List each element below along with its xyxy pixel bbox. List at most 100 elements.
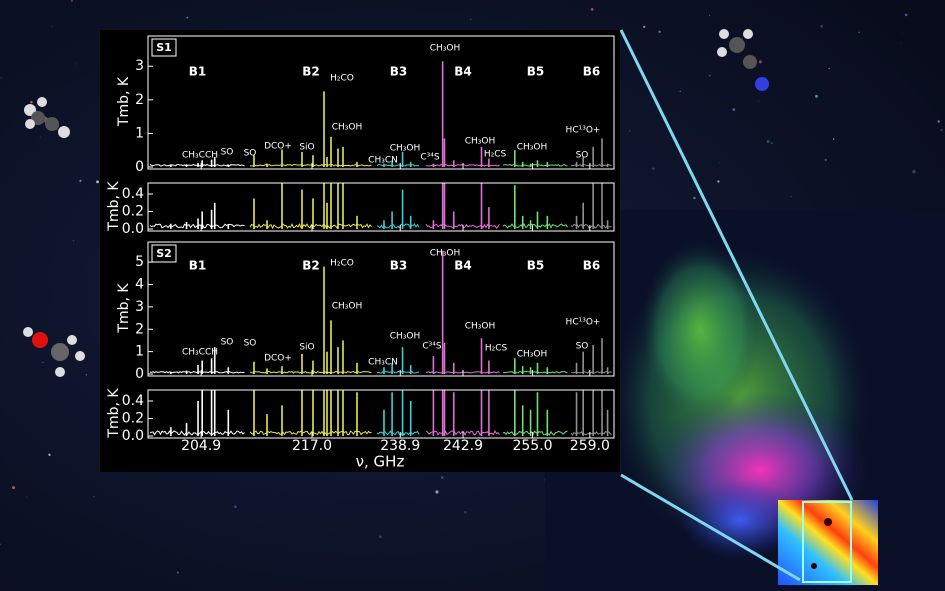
- y-tick-label: 0.0: [122, 428, 144, 444]
- noise: [249, 371, 372, 374]
- plot-frame: [147, 35, 615, 170]
- y-tick-label: 0.4: [122, 393, 144, 409]
- y-tick-label: 3: [135, 58, 144, 74]
- y-tick-label: 4: [135, 277, 144, 293]
- band-label: B5: [527, 259, 545, 273]
- line-annotation: SO: [244, 339, 257, 349]
- noise: [249, 430, 372, 436]
- plot-frame: [147, 241, 615, 377]
- line-annotation: CH₃CN: [368, 156, 398, 166]
- line-annotation: H₂CO: [330, 259, 354, 269]
- line-annotation: DCO+: [264, 142, 292, 152]
- line-annotation: CH₃OH: [390, 144, 421, 154]
- band-label: B3: [390, 65, 408, 79]
- noise: [425, 430, 500, 437]
- line-annotation: SO: [244, 149, 257, 159]
- x-tick-label: 217.0: [292, 438, 332, 454]
- y-tick-label: 0: [135, 366, 144, 382]
- y-axis-label: Tmb, K: [116, 283, 132, 334]
- y-tick-label: 0.2: [122, 411, 144, 427]
- line-annotation: H₂CS: [484, 150, 507, 160]
- noise: [502, 163, 568, 167]
- line-annotation: SiO: [299, 143, 314, 153]
- noise: [249, 223, 372, 230]
- noise: [249, 163, 372, 167]
- zoom-line: [620, 473, 801, 582]
- band-label: B4: [454, 65, 472, 79]
- line-annotation: CH₃OH: [465, 137, 496, 147]
- line-annotation: CH₃CN: [368, 358, 398, 368]
- line-annotation: H₂CS: [485, 344, 508, 354]
- line-annotation: SiO: [299, 343, 314, 353]
- y-tick-label: 0: [135, 159, 144, 175]
- line-annotation: SO: [576, 151, 589, 161]
- plot-frame: [147, 389, 615, 439]
- spectra-panel: [100, 30, 620, 472]
- band-label: B3: [390, 259, 408, 273]
- line-annotation: CH₃OH: [465, 322, 496, 332]
- panel-tag-box: [151, 38, 177, 57]
- x-tick-label: 238.9: [380, 438, 420, 454]
- noise: [502, 370, 568, 374]
- panel-tag: S1: [156, 41, 172, 54]
- noise: [570, 163, 612, 167]
- line-annotation: CH₃OH: [390, 332, 421, 342]
- zoom-line: [619, 29, 854, 501]
- y-tick-label: 3: [135, 299, 144, 315]
- band-label: B2: [302, 259, 320, 273]
- noise: [570, 430, 612, 436]
- y-tick-label: 2: [135, 92, 144, 108]
- panel-tag-box: [151, 244, 177, 263]
- y-tick-label: 1: [135, 125, 144, 141]
- x-tick-label: 242.9: [443, 438, 483, 454]
- x-axis-label: ν, GHz: [356, 453, 405, 471]
- noise: [570, 371, 612, 374]
- y-tick-label: 0.4: [122, 186, 144, 202]
- line-annotation: CH₃OH: [430, 44, 461, 54]
- line-annotation: CH₃OH: [332, 123, 363, 133]
- line-annotation: SO: [221, 338, 234, 348]
- y-tick-label: 0.0: [122, 221, 144, 237]
- molecule-icon: [24, 97, 70, 138]
- line-annotation: H₂CO: [330, 74, 354, 84]
- line-annotation: DCO+: [264, 354, 292, 364]
- x-tick-label: 255.0: [512, 438, 552, 454]
- plot-frame: [147, 182, 615, 232]
- line-annotation: CH₃CCH: [182, 151, 218, 161]
- plot-area: [149, 250, 612, 374]
- plot-area: [149, 61, 612, 167]
- x-tick-label: 259.0: [570, 438, 610, 454]
- line-annotation: SO: [221, 148, 234, 158]
- panel-tag: S2: [156, 247, 172, 260]
- y-axis-label: Tmb, K: [106, 181, 122, 232]
- band-label: B2: [302, 65, 320, 79]
- noise: [570, 223, 612, 229]
- molecule-icon: [23, 327, 85, 377]
- line-annotation: CH₃OH: [517, 350, 548, 360]
- band-label: B5: [527, 65, 545, 79]
- band-label: B1: [189, 259, 207, 273]
- x-tick-label: 204.9: [181, 438, 221, 454]
- band-label: B1: [189, 65, 207, 79]
- line-annotation: C³⁴S: [422, 342, 442, 352]
- line-annotation: HC¹³O+: [566, 126, 601, 136]
- line-annotation: CH₃OH: [332, 302, 363, 312]
- line-annotation: CH₃CCH: [182, 348, 218, 358]
- line-annotation: SO: [576, 342, 589, 352]
- line-annotation: HC¹³O+: [566, 318, 601, 328]
- line-annotation: C³⁴S: [420, 153, 440, 163]
- molecule-icon: [717, 29, 769, 91]
- noise: [502, 430, 568, 436]
- line-annotation: CH₃OH: [517, 143, 548, 153]
- y-axis-label: Tmb, K: [106, 388, 122, 439]
- noise: [502, 222, 568, 229]
- y-axis-label: Tmb, K: [116, 76, 132, 127]
- y-tick-label: 5: [135, 254, 144, 270]
- y-tick-label: 0.2: [122, 204, 144, 220]
- band-label: B6: [583, 259, 601, 273]
- band-label: B6: [583, 65, 601, 79]
- y-tick-label: 1: [135, 344, 144, 360]
- y-tick-label: 2: [135, 321, 144, 337]
